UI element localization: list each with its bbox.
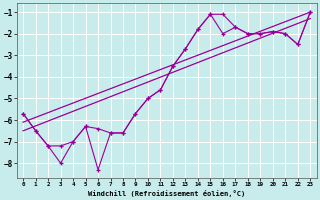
X-axis label: Windchill (Refroidissement éolien,°C): Windchill (Refroidissement éolien,°C) xyxy=(88,190,245,197)
